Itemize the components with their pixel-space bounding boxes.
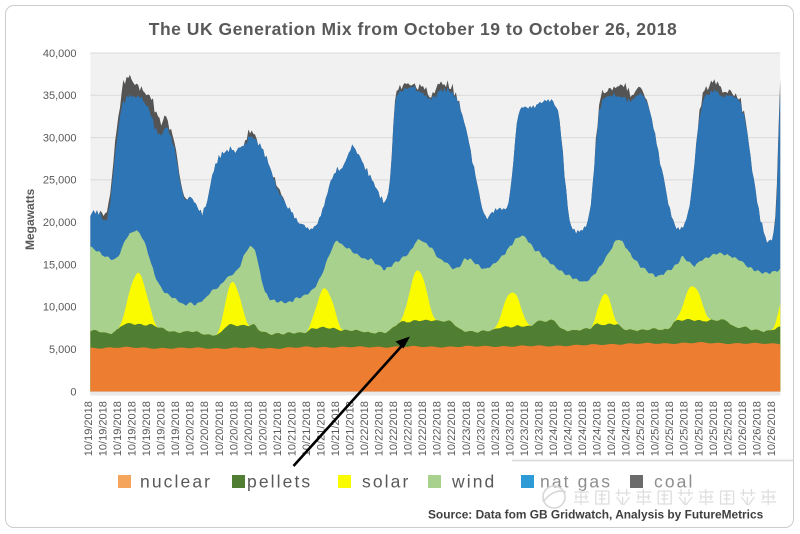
svg-text:nuclear: nuclear [140,472,212,492]
svg-text:10/22/2018: 10/22/2018 [374,401,386,456]
svg-text:10/23/2018: 10/23/2018 [519,401,531,456]
svg-text:nat gas: nat gas [540,472,612,492]
svg-text:10/22/2018: 10/22/2018 [432,401,444,456]
svg-text:10/23/2018: 10/23/2018 [490,401,502,456]
svg-text:10/19/2018: 10/19/2018 [141,401,153,456]
svg-text:25,000: 25,000 [43,175,77,187]
svg-text:10/24/2018: 10/24/2018 [548,401,560,456]
svg-text:30,000: 30,000 [43,132,77,144]
svg-text:10/22/2018: 10/22/2018 [446,401,458,456]
svg-text:wind: wind [451,472,496,492]
svg-text:10/24/2018: 10/24/2018 [577,401,589,456]
svg-text:The UK Generation Mix from Oct: The UK Generation Mix from October 19 to… [149,19,678,39]
svg-text:10/20/2018: 10/20/2018 [228,401,240,456]
svg-text:20,000: 20,000 [43,217,77,229]
svg-text:10/20/2018: 10/20/2018 [214,401,226,456]
svg-text:15,000: 15,000 [43,259,77,271]
svg-text:solar: solar [362,472,410,492]
svg-text:10/19/2018: 10/19/2018 [98,401,110,456]
svg-text:10/21/2018: 10/21/2018 [316,401,328,456]
svg-text:10/22/2018: 10/22/2018 [359,401,371,456]
svg-text:10/25/2018: 10/25/2018 [664,401,676,456]
svg-text:35,000: 35,000 [43,90,77,102]
svg-text:10/24/2018: 10/24/2018 [606,401,618,456]
svg-text:10/26/2018: 10/26/2018 [766,401,778,456]
svg-text:10/21/2018: 10/21/2018 [286,401,298,456]
svg-text:10/24/2018: 10/24/2018 [592,401,604,456]
svg-text:10/20/2018: 10/20/2018 [243,401,255,456]
svg-text:10/25/2018: 10/25/2018 [693,401,705,456]
svg-text:10/19/2018: 10/19/2018 [83,401,95,456]
svg-text:10,000: 10,000 [43,302,77,314]
svg-text:0: 0 [70,386,76,398]
svg-text:10/21/2018: 10/21/2018 [345,401,357,456]
svg-text:10/21/2018: 10/21/2018 [272,401,284,456]
svg-text:10/25/2018: 10/25/2018 [635,401,647,456]
svg-text:10/24/2018: 10/24/2018 [621,401,633,456]
svg-text:coal: coal [654,472,695,492]
svg-text:10/19/2018: 10/19/2018 [170,401,182,456]
svg-text:10/19/2018: 10/19/2018 [127,401,139,456]
svg-text:10/24/2018: 10/24/2018 [563,401,575,456]
svg-text:10/25/2018: 10/25/2018 [650,401,662,456]
svg-text:10/23/2018: 10/23/2018 [504,401,516,456]
svg-text:10/22/2018: 10/22/2018 [403,401,415,456]
svg-text:10/20/2018: 10/20/2018 [199,401,211,456]
svg-text:10/19/2018: 10/19/2018 [156,401,168,456]
svg-text:10/22/2018: 10/22/2018 [417,401,429,456]
svg-text:10/20/2018: 10/20/2018 [257,401,269,456]
svg-text:10/22/2018: 10/22/2018 [388,401,400,456]
svg-text:Source: Data fom GB Gridwatch,: Source: Data fom GB Gridwatch, Analysis … [428,508,764,522]
svg-text:pellets: pellets [247,472,312,492]
svg-text:10/23/2018: 10/23/2018 [475,401,487,456]
svg-text:Megawatts: Megawatts [23,188,37,250]
svg-text:10/25/2018: 10/25/2018 [679,401,691,456]
svg-text:10/20/2018: 10/20/2018 [185,401,197,456]
svg-text:10/25/2018: 10/25/2018 [708,401,720,456]
svg-text:40,000: 40,000 [43,48,77,60]
svg-text:10/25/2018: 10/25/2018 [722,401,734,456]
svg-text:10/21/2018: 10/21/2018 [330,401,342,456]
svg-text:10/26/2018: 10/26/2018 [751,401,763,456]
svg-text:10/23/2018: 10/23/2018 [533,401,545,456]
svg-text:10/23/2018: 10/23/2018 [461,401,473,456]
svg-text:5,000: 5,000 [49,344,77,356]
svg-text:10/21/2018: 10/21/2018 [301,401,313,456]
svg-text:10/19/2018: 10/19/2018 [112,401,124,456]
svg-text:10/26/2018: 10/26/2018 [737,401,749,456]
